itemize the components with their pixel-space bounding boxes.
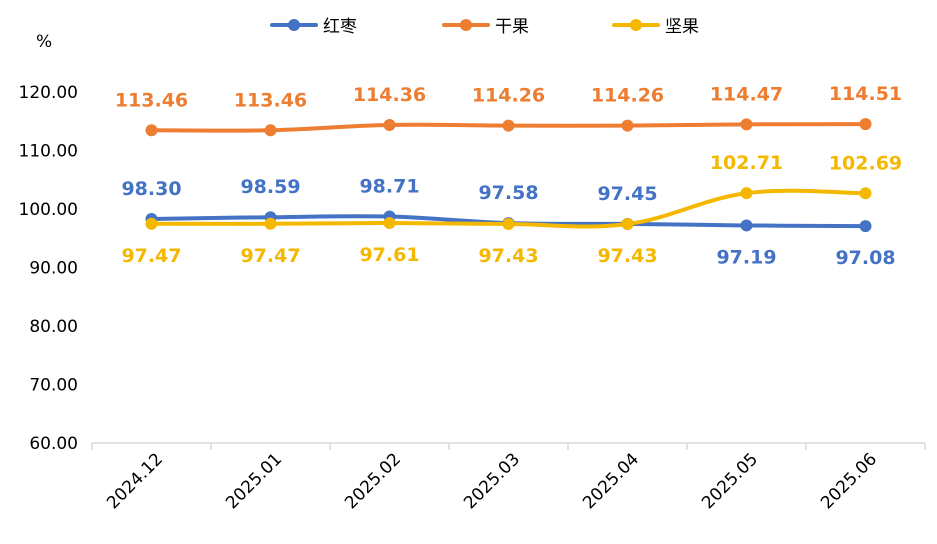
- legend-marker: [460, 19, 472, 31]
- y-tick-label: 90.00: [29, 259, 78, 279]
- legend: 红枣 干果 坚果: [270, 17, 699, 37]
- y-tick-label: 120.00: [19, 83, 78, 103]
- x-tick-label: 2025.01: [222, 449, 286, 513]
- y-tick-label: 80.00: [29, 317, 78, 337]
- x-axis: 2024.12 2025.01 2025.02 2025.03 2025.04 2025.…: [91, 442, 926, 513]
- data-point: [145, 124, 158, 137]
- data-point: [859, 187, 872, 200]
- data-label: 97.43: [597, 245, 657, 267]
- legend-marker: [288, 19, 300, 31]
- data-label: 97.61: [359, 244, 419, 266]
- data-label: 113.46: [115, 89, 188, 111]
- data-label: 97.08: [835, 247, 895, 269]
- data-label: 97.58: [478, 182, 538, 204]
- data-point: [145, 217, 158, 230]
- y-tick-label: 60.00: [29, 434, 78, 454]
- data-label: 98.71: [359, 176, 419, 198]
- data-point: [383, 118, 396, 131]
- x-tick-label: 2025.04: [579, 449, 643, 513]
- data-label: 98.30: [121, 178, 181, 200]
- data-label: 114.26: [472, 85, 545, 107]
- legend-label: 干果: [495, 17, 529, 37]
- data-point: [383, 216, 396, 229]
- x-tick-label: 2024.12: [103, 449, 167, 513]
- y-unit-label: %: [36, 32, 52, 52]
- data-point: [859, 118, 872, 131]
- data-point: [264, 124, 277, 137]
- y-axis: 60.00 70.00 80.00 90.00 100.00 110.00 120.00: [19, 83, 78, 454]
- data-label: 97.43: [478, 245, 538, 267]
- legend-marker: [630, 19, 642, 31]
- series-points: [145, 118, 872, 233]
- x-tick-label: 2025.05: [698, 449, 762, 513]
- data-point: [740, 118, 753, 131]
- data-label: 113.46: [234, 89, 307, 111]
- data-label: 114.26: [591, 85, 664, 107]
- data-point: [859, 220, 872, 233]
- data-label: 97.19: [716, 246, 776, 268]
- data-point: [502, 119, 515, 132]
- data-point: [740, 219, 753, 232]
- x-tick-label: 2025.06: [817, 449, 881, 513]
- data-point: [740, 187, 753, 200]
- data-point: [264, 217, 277, 230]
- data-labels: 98.30 98.59 98.71 97.58 97.45 97.19 97.08 113.4…: [115, 83, 902, 269]
- y-tick-label: 70.00: [29, 376, 78, 396]
- data-label: 114.51: [829, 83, 902, 105]
- data-point: [502, 218, 515, 231]
- data-label: 97.47: [240, 245, 300, 267]
- data-label: 102.69: [829, 152, 902, 174]
- data-label: 114.47: [710, 83, 783, 105]
- data-point: [621, 119, 634, 132]
- x-tick-label: 2025.02: [341, 449, 405, 513]
- legend-label: 坚果: [665, 17, 699, 37]
- data-point: [621, 218, 634, 231]
- data-label: 102.71: [710, 152, 783, 174]
- data-label: 97.45: [597, 183, 657, 205]
- x-tick-label: 2025.03: [460, 449, 524, 513]
- data-label: 98.59: [240, 176, 300, 198]
- y-tick-label: 100.00: [19, 200, 78, 220]
- y-tick-label: 110.00: [19, 142, 78, 162]
- data-label: 97.47: [121, 245, 181, 267]
- legend-label: 红枣: [323, 17, 357, 37]
- data-label: 114.36: [353, 84, 426, 106]
